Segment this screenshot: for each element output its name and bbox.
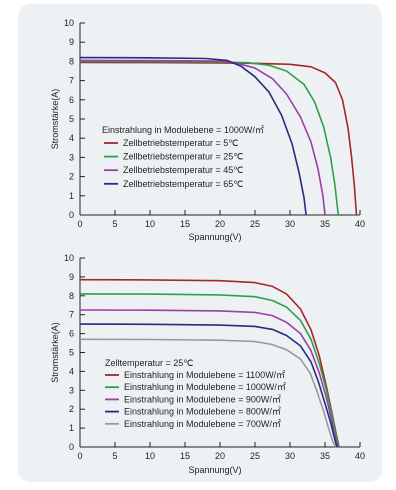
x-tick-label: 15 [180,219,190,229]
y-tick-label: 10 [64,253,74,263]
y-tick-label: 5 [69,114,74,124]
x-tick-label: 35 [320,219,330,229]
legend-label: Einstrahlung in Modulebene = 900W/㎡ [124,394,281,404]
y-tick-label: 2 [69,404,74,414]
y-tick-label: 6 [69,95,74,105]
series-line-4 [79,56,307,216]
series-line-3 [79,309,339,448]
series-line-1 [79,61,358,216]
series-line-2 [79,293,340,448]
legend-label: Zellbetriebstemperatur = 25℃ [123,152,243,162]
x-tick-label: 5 [112,219,117,229]
legend-title: Zelltemperatur = 25℃ [105,358,193,368]
x-tick-label: 25 [250,451,260,461]
x-tick-label: 35 [320,451,330,461]
y-tick-label: 1 [69,191,74,201]
legend-label: Zellbetriebstemperatur = 5℃ [123,138,238,148]
y-axis-title: Stromstärke(A) [50,89,60,150]
legend-title: Einstrahlung in Modulebene = 1000W/㎡ [102,125,264,135]
legend-label: Zellbetriebstemperatur = 65℃ [123,179,243,189]
y-tick-label: 8 [69,56,74,66]
x-tick-label: 25 [250,219,260,229]
y-tick-label: 9 [69,272,74,282]
legend-label: Zellbetriebstemperatur = 45℃ [123,165,243,175]
y-tick-label: 0 [69,442,74,452]
legend-label: Einstrahlung in Modulebene = 700W/㎡ [124,419,281,429]
series-line-4 [79,323,338,448]
y-tick-label: 7 [69,310,74,320]
x-tick-label: 40 [355,451,365,461]
series-line-3 [79,59,326,216]
y-tick-label: 5 [69,348,74,358]
y-tick-label: 7 [69,76,74,86]
chart-1: 0 1 2 3 4 5 6 7 8 9 10 0 5 10 15 20 25 30 35 40 Spannung(V) S… [50,18,365,242]
x-tick-label: 15 [180,451,190,461]
legend-label: Einstrahlung in Modulebene = 1100W/㎡ [124,370,285,380]
chart-2: 0 1 2 3 4 5 6 7 8 9 10 0 5 10 15 20 25 30 35 40 Spannung(V) S… [50,253,365,475]
x-tick-label: 0 [77,451,82,461]
y-tick-label: 4 [69,366,74,376]
y-tick-label: 8 [69,291,74,301]
x-tick-label: 30 [285,451,295,461]
x-axis-title: Spannung(V) [188,232,241,242]
x-axis-title: Spannung(V) [188,465,241,475]
series-line-5 [79,338,337,448]
y-tick-label: 10 [64,18,74,28]
y-tick-label: 4 [69,133,74,143]
x-tick-label: 0 [77,219,82,229]
y-tick-label: 3 [69,385,74,395]
y-tick-label: 3 [69,152,74,162]
y-tick-label: 0 [69,210,74,220]
y-tick-label: 2 [69,172,74,182]
x-tick-label: 5 [112,451,117,461]
x-tick-label: 20 [215,219,225,229]
legend-label: Einstrahlung in Modulebene = 800W/㎡ [124,407,281,417]
legend-label: Einstrahlung in Modulebene = 1000W/㎡ [124,382,286,392]
x-tick-label: 10 [145,219,155,229]
x-tick-label: 30 [285,219,295,229]
x-tick-label: 40 [355,219,365,229]
y-axis-title: Stromstärke(A) [50,322,60,383]
y-tick-label: 9 [69,37,74,47]
y-tick-label: 1 [69,423,74,433]
y-tick-label: 6 [69,329,74,339]
x-tick-label: 10 [145,451,155,461]
series-line-2 [79,60,340,216]
x-tick-label: 20 [215,451,225,461]
